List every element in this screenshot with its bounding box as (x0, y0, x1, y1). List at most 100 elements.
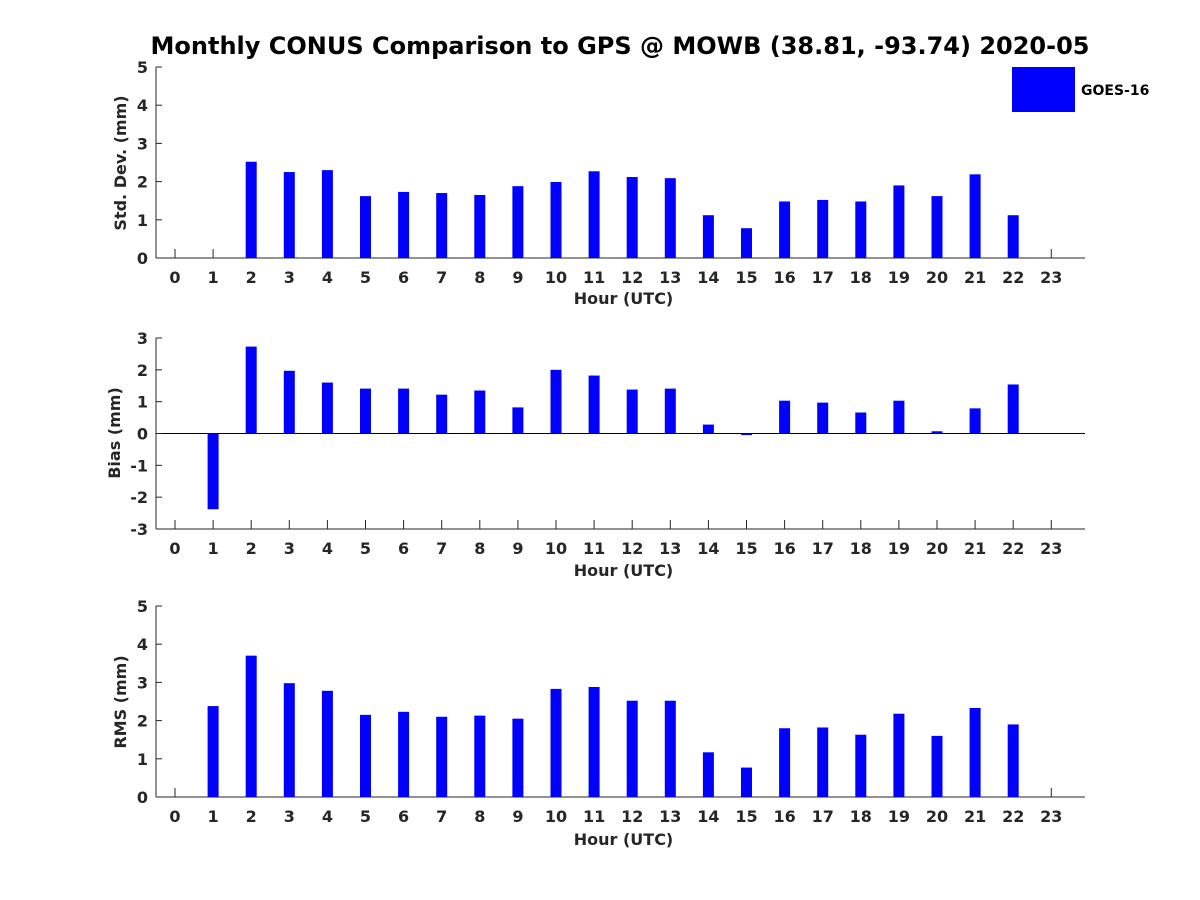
rms-xtick-label: 8 (474, 807, 485, 826)
stddev-xtick-label: 6 (398, 268, 409, 287)
rms-ytick-label: 3 (137, 673, 148, 692)
stddev-xtick-label: 13 (659, 268, 681, 287)
bias-bar-hour-18 (855, 412, 867, 434)
stddev-xtick-label: 2 (246, 268, 257, 287)
rms-xtick-label: 21 (964, 807, 986, 826)
stddev-bar-hour-4 (321, 170, 333, 258)
stddev-xtick-label: 11 (583, 268, 605, 287)
rms-xtick-label: 9 (512, 807, 523, 826)
rms-xtick-label: 7 (436, 807, 447, 826)
stddev-bar-hour-12 (626, 177, 638, 258)
stddev-xtick-label: 19 (888, 268, 910, 287)
rms-xtick-label: 19 (888, 807, 910, 826)
stddev-xtick-label: 3 (284, 268, 295, 287)
rms-xtick-label: 5 (360, 807, 371, 826)
legend-swatch (1012, 67, 1075, 112)
bias-ytick-label: 2 (137, 361, 148, 380)
rms-bar-hour-11 (588, 686, 600, 797)
stddev-bar-hour-11 (588, 171, 600, 258)
bias-xtick-label: 17 (812, 539, 834, 558)
bias-xtick-label: 5 (360, 539, 371, 558)
rms-bar-hour-1 (207, 706, 219, 797)
stddev-xtick-label: 9 (512, 268, 523, 287)
bias-bar-hour-15 (741, 433, 752, 436)
bias-bar-hour-4 (321, 382, 333, 434)
bias-bar-hour-11 (588, 375, 600, 434)
rms-xtick-label: 20 (926, 807, 948, 826)
stddev-xtick-label: 15 (735, 268, 757, 287)
bias-ylabel: Bias (mm) (105, 387, 124, 479)
bias-bar-hour-14 (702, 424, 714, 434)
rms-bar-hour-12 (626, 700, 638, 797)
bias-bar-hour-5 (360, 388, 371, 434)
rms-xtick-label: 22 (1002, 807, 1024, 826)
stddev-xtick-label: 17 (812, 268, 834, 287)
bias-bar-hour-7 (436, 394, 448, 434)
bias-bar-hour-16 (779, 400, 791, 434)
stddev-xtick-label: 8 (474, 268, 485, 287)
rms-xtick-label: 23 (1040, 807, 1062, 826)
stddev-bar-hour-16 (779, 201, 791, 258)
stddev-bar-hour-7 (436, 193, 448, 258)
bias-xtick-label: 20 (926, 539, 948, 558)
stddev-xtick-label: 12 (621, 268, 643, 287)
bias-xtick-label: 12 (621, 539, 643, 558)
bias-xlabel: Hour (UTC) (574, 561, 674, 580)
rms-bar-hour-8 (474, 715, 486, 797)
rms-xtick-label: 13 (659, 807, 681, 826)
bias-xtick-label: 22 (1002, 539, 1024, 558)
rms-bar-hour-17 (817, 727, 829, 797)
bias-bar-hour-9 (512, 407, 524, 434)
bias-ytick-label: -2 (130, 488, 148, 507)
rms-ytick-label: 0 (137, 788, 148, 807)
rms-xlabel: Hour (UTC) (574, 830, 674, 849)
bias-xtick-label: 18 (850, 539, 872, 558)
bias-ytick-label: 1 (137, 393, 148, 412)
stddev-bar-hour-18 (855, 201, 867, 258)
stddev-bar-hour-19 (893, 185, 905, 258)
rms-xtick-label: 2 (246, 807, 257, 826)
stddev-bar-hour-21 (969, 174, 981, 258)
stddev-xtick-label: 14 (697, 268, 719, 287)
stddev-ytick-label: 2 (137, 173, 148, 192)
rms-xtick-label: 1 (208, 807, 219, 826)
rms-xtick-label: 11 (583, 807, 605, 826)
bias-xtick-label: 21 (964, 539, 986, 558)
rms-bar-hour-18 (855, 734, 867, 797)
stddev-ytick-label: 0 (137, 249, 148, 268)
rms-bar-hour-4 (321, 690, 333, 797)
rms-ylabel: RMS (mm) (111, 655, 130, 748)
bias-bar-hour-13 (664, 388, 676, 434)
stddev-xtick-label: 10 (545, 268, 567, 287)
stddev-bar-hour-15 (741, 228, 752, 258)
rms-ytick-label: 4 (137, 635, 148, 654)
rms-bar-hour-9 (512, 718, 524, 797)
rms-xtick-label: 4 (322, 807, 333, 826)
bias-bar-hour-1 (207, 433, 219, 510)
bias-xtick-label: 0 (169, 539, 180, 558)
bias-bar-hour-6 (398, 388, 410, 434)
stddev-ytick-label: 3 (137, 134, 148, 153)
bias-xtick-label: 9 (512, 539, 523, 558)
rms-xtick-label: 6 (398, 807, 409, 826)
rms-bar-hour-6 (398, 711, 410, 797)
bias-xtick-label: 2 (246, 539, 257, 558)
rms-xtick-label: 3 (284, 807, 295, 826)
stddev-xtick-label: 21 (964, 268, 986, 287)
bias-xtick-label: 11 (583, 539, 605, 558)
stddev-xtick-label: 22 (1002, 268, 1024, 287)
stddev-bar-hour-22 (1007, 215, 1019, 258)
stddev-bar-hour-17 (817, 199, 829, 258)
bias-bar-hour-21 (969, 408, 981, 434)
rms-xtick-label: 16 (773, 807, 795, 826)
stddev-xtick-label: 4 (322, 268, 333, 287)
bias-xtick-label: 19 (888, 539, 910, 558)
bias-bar-hour-2 (245, 346, 257, 434)
rms-xtick-label: 0 (169, 807, 180, 826)
stddev-ytick-label: 1 (137, 211, 148, 230)
bias-ytick-label: -1 (130, 456, 148, 475)
stddev-ytick-label: 5 (137, 58, 148, 77)
stddev-xtick-label: 5 (360, 268, 371, 287)
